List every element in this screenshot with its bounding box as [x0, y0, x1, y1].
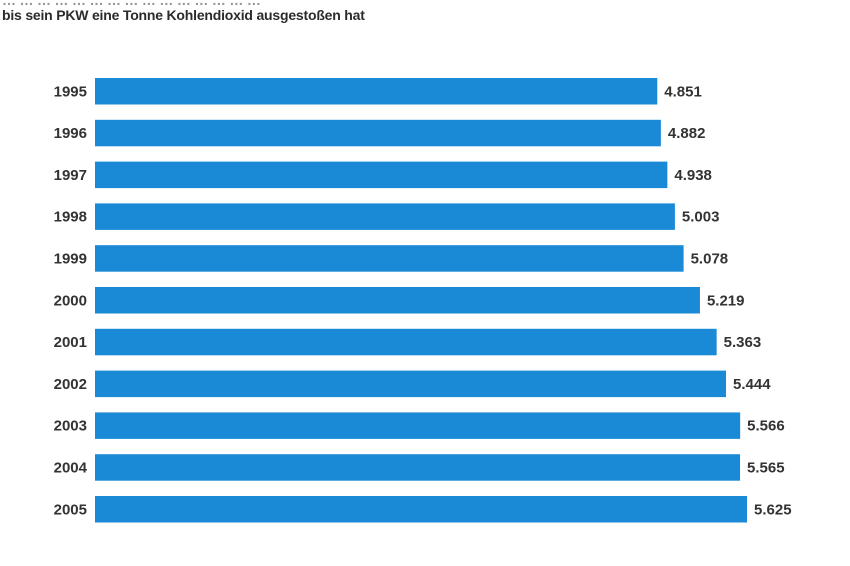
bar-2004 [95, 454, 741, 481]
data-label: 5.078 [691, 250, 729, 267]
y-tick-label: 2003 [54, 418, 87, 435]
bar-2001 [95, 328, 717, 356]
subtitle-line-1: … … … … … … … … … … … … … … … [2, 0, 261, 8]
data-label: 5.003 [682, 209, 720, 226]
data-label: 5.363 [724, 334, 762, 351]
data-label: 4.882 [668, 125, 706, 142]
subtitle-line-2: bis sein PKW eine Tonne Kohlendioxid aus… [2, 7, 365, 23]
bar-2005 [95, 496, 747, 523]
bar-1996 [95, 119, 661, 147]
bar-1998 [95, 203, 675, 230]
data-label: 4.851 [664, 83, 702, 100]
bar-1999 [95, 245, 684, 272]
y-tick-label: 1996 [54, 125, 87, 142]
data-label: 5.566 [747, 418, 785, 435]
data-label: 5.565 [747, 459, 785, 476]
y-tick-label: 2002 [54, 376, 87, 393]
bar-2003 [95, 412, 741, 439]
data-label: 5.219 [707, 292, 745, 309]
bar-2002 [95, 370, 727, 398]
bar-2000 [95, 287, 700, 314]
y-tick-label: 2000 [54, 292, 87, 309]
bar-1997 [95, 161, 668, 189]
y-tick-label: 1999 [54, 250, 87, 267]
y-tick-label: 2004 [54, 459, 88, 476]
y-tick-label: 1998 [54, 209, 87, 226]
y-tick-label: 1995 [54, 83, 87, 100]
y-tick-label: 1997 [54, 167, 87, 184]
y-tick-label: 2001 [54, 334, 87, 351]
data-label: 5.625 [754, 501, 792, 518]
data-label: 5.444 [733, 376, 771, 393]
data-label: 4.938 [674, 167, 712, 184]
bar-1995 [95, 78, 658, 105]
y-tick-label: 2005 [54, 501, 87, 518]
